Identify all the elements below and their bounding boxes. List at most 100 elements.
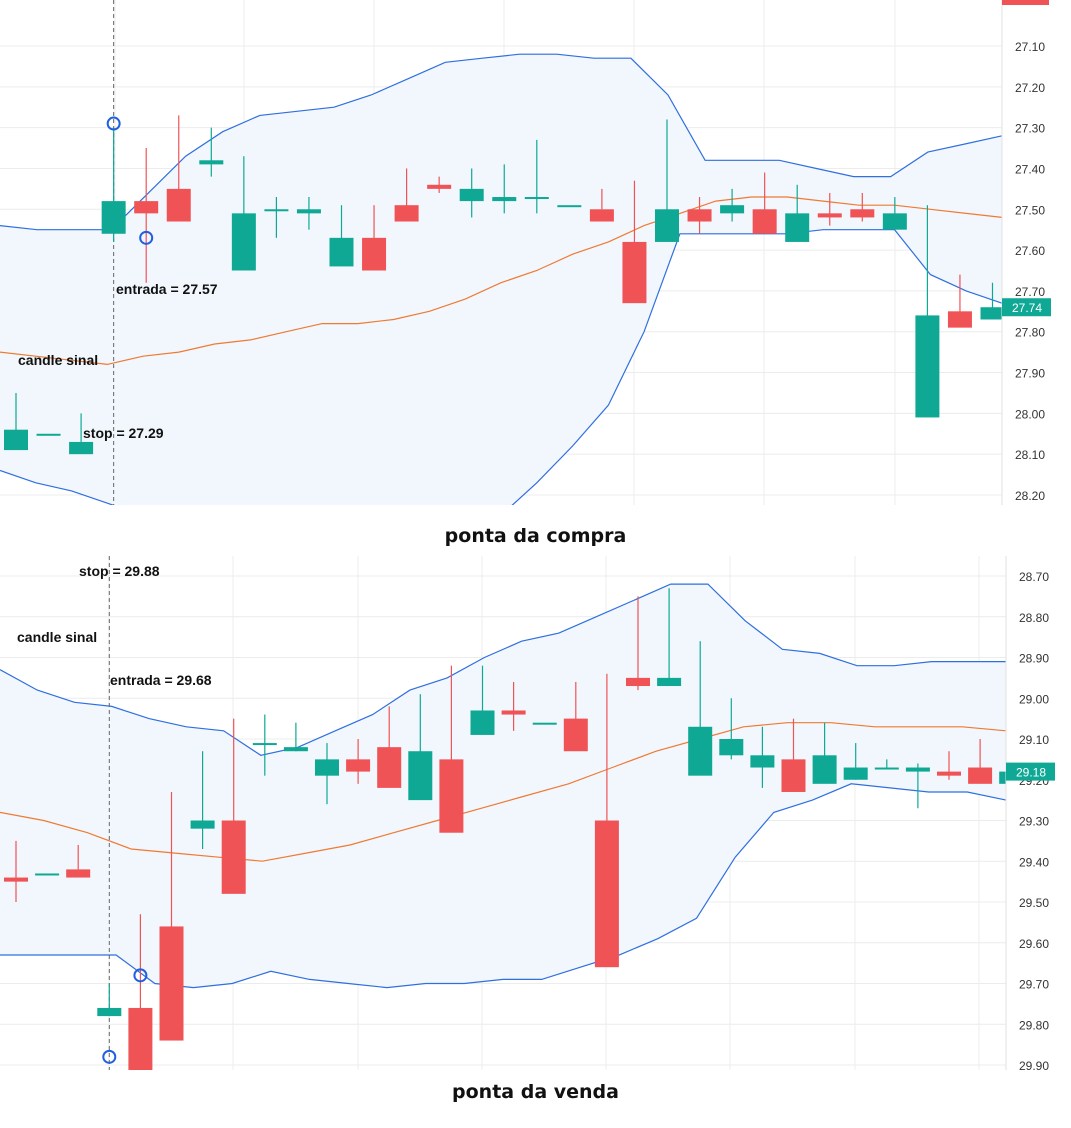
chart-panel-sell: candle sinal entrada = 29.68 stop = 29.88 2… — [0, 556, 1071, 1090]
chart-title-buy: ponta da compra — [444, 525, 627, 547]
stop-marker — [102, 1049, 117, 1064]
bollinger-lower-band — [0, 53, 1003, 231]
candle-body — [812, 755, 837, 784]
moving-average-line — [0, 722, 1007, 862]
candle-body — [501, 710, 526, 715]
candle-body — [231, 213, 256, 271]
candle-body — [35, 873, 60, 876]
candle-body — [346, 759, 371, 772]
y-tick-label: 27.20 — [1015, 81, 1045, 95]
candle-body — [427, 184, 452, 189]
candle-body — [532, 722, 557, 725]
candlestick-chart-sell[interactable]: candle sinal entrada = 29.68 stop = 29.88 2… — [0, 556, 1071, 1090]
y-tick-label: 28.10 — [1015, 448, 1045, 462]
candle-body — [394, 205, 419, 222]
candle-body — [159, 926, 184, 1041]
last-price-badge — [1002, 298, 1051, 317]
candle-body — [4, 877, 28, 882]
candle-body — [166, 188, 191, 222]
top-price-badge — [1002, 0, 1049, 5]
y-tick-label: 27.70 — [1015, 285, 1045, 299]
candle-body — [492, 197, 517, 202]
y-tick-label: 29.40 — [1019, 855, 1049, 869]
candle-body — [221, 820, 246, 894]
candle-body — [850, 209, 875, 218]
candle-body — [296, 209, 321, 214]
candle-body — [687, 209, 712, 222]
candle-body — [947, 311, 972, 328]
candle-body — [817, 213, 842, 218]
y-tick-label: 27.10 — [1015, 40, 1045, 54]
candle-body — [190, 820, 215, 829]
candle-body — [563, 718, 588, 752]
candle-body — [589, 209, 614, 222]
price-axis-background — [1002, 0, 1071, 505]
y-tick-label: 27.40 — [1015, 162, 1045, 176]
candle-body — [283, 747, 308, 752]
y-tick-label: 27.50 — [1015, 203, 1045, 217]
y-tick-label: 27.90 — [1015, 367, 1045, 381]
y-tick-label: 28.90 — [1019, 652, 1049, 666]
bollinger-band-fill — [0, 54, 1002, 544]
candle-body — [329, 237, 354, 267]
stop-label: stop = 29.88 — [79, 563, 160, 579]
candle-body — [688, 726, 713, 776]
y-tick-label: 29.70 — [1019, 978, 1049, 992]
candlestick-chart-buy[interactable]: candle sinal entrada = 27.57 stop = 27.29 2… — [0, 0, 1071, 545]
candle-body — [459, 188, 484, 202]
candle-body — [655, 209, 679, 242]
candle-body — [980, 307, 1005, 320]
y-tick-label: 28.20 — [1015, 489, 1045, 503]
entry-label: entrada = 29.68 — [110, 672, 212, 688]
last-price-badge — [1006, 762, 1055, 781]
candle-body — [657, 677, 682, 687]
candle-body — [199, 160, 224, 165]
bollinger-band-fill — [0, 584, 1006, 988]
y-tick-label: 27.60 — [1015, 244, 1045, 258]
candle-body — [315, 759, 339, 776]
candle-body — [362, 237, 387, 271]
top-price-label: 28.32 — [1012, 0, 1042, 3]
stop-marker — [106, 116, 121, 131]
entry-marker — [139, 230, 154, 245]
candle-body — [439, 759, 464, 833]
candle-body — [720, 205, 745, 214]
y-tick-label: 29.00 — [1019, 692, 1049, 706]
candle-body — [626, 677, 650, 687]
entry-label: entrada = 27.57 — [116, 281, 218, 297]
candle-body — [752, 209, 777, 234]
candle-body — [882, 213, 907, 230]
last-price-label: 29.18 — [1016, 766, 1046, 780]
candle-body — [252, 743, 277, 746]
candle-body — [470, 710, 495, 735]
y-tick-label: 29.10 — [1019, 733, 1049, 747]
candle-body — [101, 201, 126, 234]
candle-body — [874, 767, 899, 770]
candle-body — [781, 759, 806, 792]
candle-body — [968, 767, 993, 784]
y-tick-label: 27.30 — [1015, 122, 1045, 136]
entry-marker — [133, 968, 148, 983]
candle-body — [915, 315, 940, 418]
moving-average-line — [0, 196, 1003, 366]
signal-candle-label: candle sinal — [17, 629, 97, 645]
candle-body — [524, 197, 549, 200]
candle-body — [134, 201, 159, 214]
y-tick-label: 28.80 — [1019, 611, 1049, 625]
candle-body — [128, 1007, 153, 1090]
candle-body — [377, 747, 402, 788]
candle-body — [719, 739, 744, 756]
y-tick-label: 27.80 — [1015, 326, 1045, 340]
candle-body — [557, 205, 582, 208]
candle-body — [69, 441, 94, 455]
candle-body — [750, 755, 775, 768]
price-axis-background — [1006, 556, 1071, 1070]
candle-body — [4, 429, 28, 451]
y-tick-label: 28.70 — [1019, 570, 1049, 584]
candle-body — [36, 433, 61, 436]
candle-body — [97, 1007, 122, 1017]
candle-body — [594, 820, 619, 968]
chart-panel-buy: candle sinal entrada = 27.57 stop = 27.29 2… — [0, 0, 1071, 545]
y-tick-label: 29.30 — [1019, 815, 1049, 829]
candle-body — [905, 767, 930, 772]
